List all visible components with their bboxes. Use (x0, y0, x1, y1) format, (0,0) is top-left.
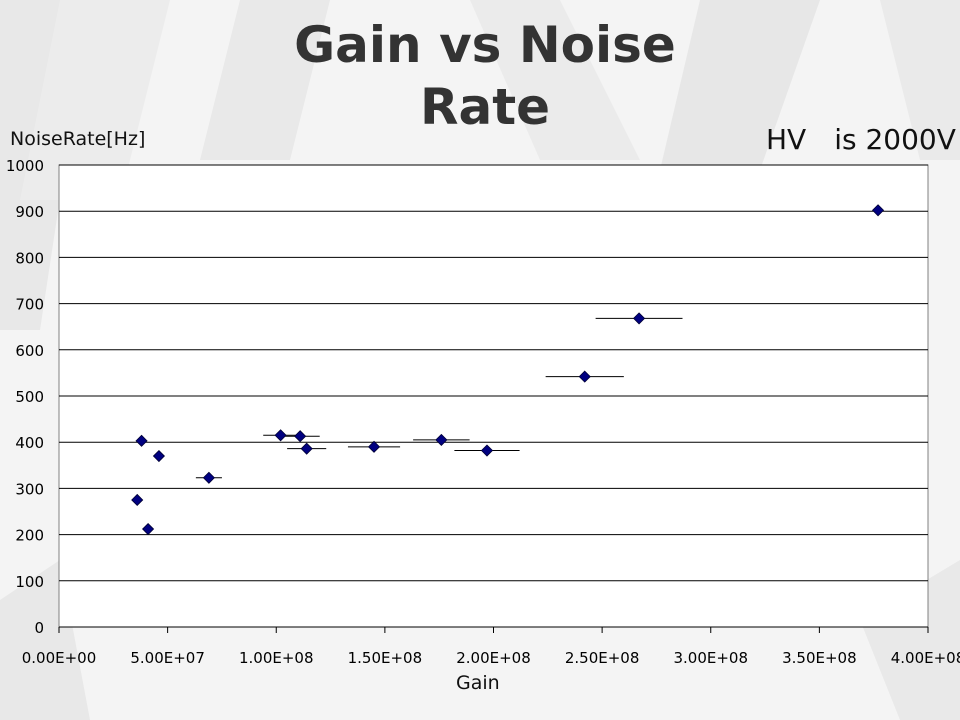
data-point (294, 430, 307, 443)
y-tick-label: 300 (15, 480, 44, 498)
y-tick-label: 700 (15, 296, 44, 314)
data-markers (131, 204, 885, 536)
grid-lines (59, 164, 928, 628)
data-point (131, 493, 144, 507)
data-point (871, 204, 885, 217)
y-tick-label: 100 (15, 573, 44, 591)
data-point (480, 444, 494, 457)
data-point (274, 429, 287, 442)
x-tick-label: 5.00E+07 (130, 649, 205, 667)
x-tick-label: 3.00E+08 (673, 649, 748, 667)
x-tick-label: 1.00E+08 (239, 649, 314, 667)
data-point (435, 433, 448, 446)
y-tick-label: 500 (15, 388, 44, 406)
data-point (578, 370, 591, 383)
x-tick-label: 0.00E+00 (22, 649, 97, 667)
data-point (152, 449, 166, 463)
data-point (202, 471, 215, 484)
hv-note: HV is 2000V (766, 123, 956, 156)
x-tick-label: 2.50E+08 (565, 649, 640, 667)
y-tick-label: 900 (15, 203, 44, 221)
y-tick-labels: 0 100 200 300 400 500 600 700 800 900 1000 (6, 157, 44, 637)
x-tick-label: 4.00E+08 (891, 649, 960, 667)
y-tick-label: 400 (15, 434, 44, 452)
x-tick-labels: 0.00E+00 5.00E+07 1.00E+08 1.50E+08 2.00E+08… (22, 627, 960, 667)
y-tick-label: 200 (15, 527, 44, 545)
y-tick-label: 1000 (6, 157, 44, 175)
y-tick-label: 800 (15, 249, 44, 267)
x-tick-label: 1.50E+08 (348, 649, 423, 667)
x-axis-label: Gain (456, 672, 500, 694)
x-tick-label: 2.00E+08 (456, 649, 531, 667)
x-tick-label: 3.50E+08 (782, 649, 857, 667)
slide-title: Gain vs Noise Rate (294, 16, 676, 136)
y-tick-label: 600 (15, 342, 44, 360)
y-axis-label: NoiseRate[Hz] (10, 128, 146, 150)
data-point (632, 312, 646, 325)
y-tick-label: 0 (34, 619, 44, 637)
data-point (300, 442, 313, 455)
data-point (142, 522, 155, 536)
data-point (135, 434, 148, 447)
data-point (367, 440, 381, 453)
